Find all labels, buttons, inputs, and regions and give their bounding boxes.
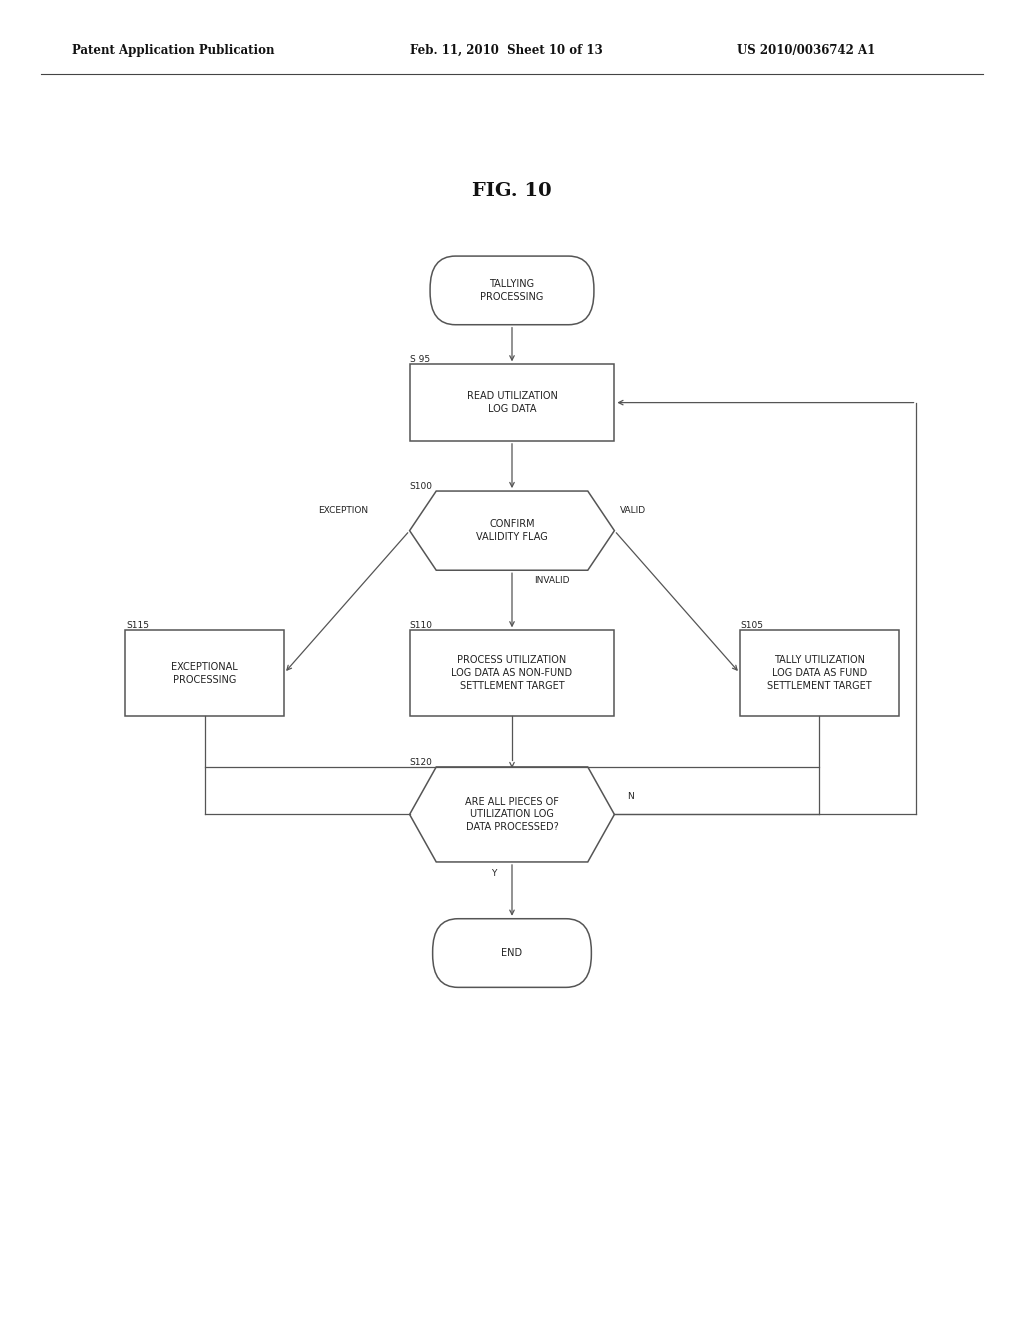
FancyBboxPatch shape [432, 919, 592, 987]
Text: S100: S100 [410, 482, 432, 491]
Text: PROCESS UTILIZATION
LOG DATA AS NON-FUND
SETTLEMENT TARGET: PROCESS UTILIZATION LOG DATA AS NON-FUND… [452, 656, 572, 690]
Text: S 95: S 95 [410, 355, 430, 364]
Text: Y: Y [492, 869, 497, 878]
Text: TALLYING
PROCESSING: TALLYING PROCESSING [480, 279, 544, 302]
Bar [410, 631, 614, 715]
Text: S120: S120 [410, 758, 432, 767]
Bar [410, 364, 614, 441]
Text: CONFIRM
VALIDITY FLAG: CONFIRM VALIDITY FLAG [476, 519, 548, 543]
Text: EXCEPTIONAL
PROCESSING: EXCEPTIONAL PROCESSING [171, 661, 239, 685]
Text: ARE ALL PIECES OF
UTILIZATION LOG
DATA PROCESSED?: ARE ALL PIECES OF UTILIZATION LOG DATA P… [465, 797, 559, 832]
FancyBboxPatch shape [430, 256, 594, 325]
Text: S110: S110 [410, 620, 432, 630]
Text: US 2010/0036742 A1: US 2010/0036742 A1 [737, 44, 876, 57]
Text: Patent Application Publication: Patent Application Publication [72, 44, 274, 57]
Text: S105: S105 [740, 620, 763, 630]
Text: S115: S115 [126, 620, 148, 630]
Text: READ UTILIZATION
LOG DATA: READ UTILIZATION LOG DATA [467, 391, 557, 414]
Bar [126, 631, 285, 715]
Text: INVALID: INVALID [535, 576, 570, 585]
Text: TALLY UTILIZATION
LOG DATA AS FUND
SETTLEMENT TARGET: TALLY UTILIZATION LOG DATA AS FUND SETTL… [767, 656, 871, 690]
Text: Feb. 11, 2010  Sheet 10 of 13: Feb. 11, 2010 Sheet 10 of 13 [410, 44, 602, 57]
Bar [739, 631, 899, 715]
Polygon shape [410, 491, 614, 570]
Text: FIG. 10: FIG. 10 [472, 182, 552, 201]
Polygon shape [410, 767, 614, 862]
Text: END: END [502, 948, 522, 958]
Text: N: N [627, 792, 634, 801]
Text: VALID: VALID [620, 506, 646, 515]
Text: EXCEPTION: EXCEPTION [318, 506, 369, 515]
